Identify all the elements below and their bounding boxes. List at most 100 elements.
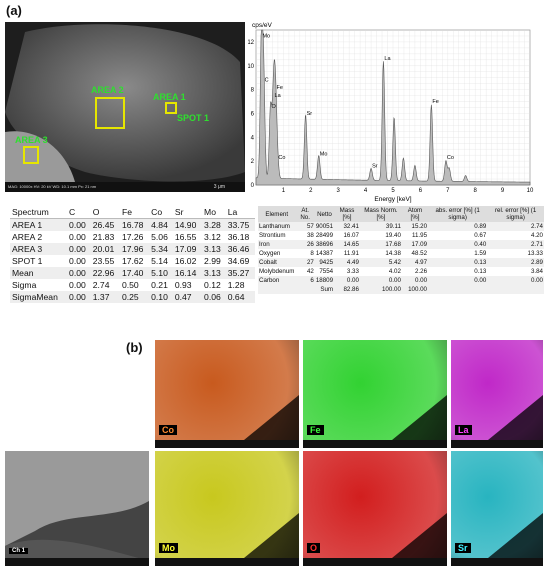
table-cell: 13.33 (527, 250, 543, 257)
table-row: Carbon 6 18809 0.00 0.00 0.00 0.00 0.00 (258, 276, 544, 285)
eds-map-o: O (303, 451, 447, 566)
table-cell: 2.99 (204, 256, 221, 266)
table-cell: 38 (306, 232, 314, 239)
table-cell: 0.47 (172, 291, 203, 303)
table-cell: 0.13 (474, 268, 487, 275)
table-row: AREA 3 0.00 20.01 17.96 5.34 17.09 3.13 36.46 (10, 243, 255, 255)
table-cell: Strontium (259, 232, 286, 239)
area-table-col-0: Spectrum (10, 206, 68, 219)
table-cell: Iron (258, 240, 296, 249)
table-cell: 39.11 (359, 222, 402, 231)
table-cell: SigmaMean (10, 291, 68, 303)
table-cell: 17.96 (119, 243, 150, 255)
table-cell: 32.41 (334, 222, 360, 231)
map-shadow (392, 513, 447, 558)
table-cell: 0.64 (225, 291, 255, 303)
table-cell: 14387 (315, 250, 334, 257)
table-cell: 5.34 (149, 243, 173, 255)
table-cell: 20.01 (90, 243, 120, 255)
quantification-table: Element At. No. Netto Mass [%] Mass Norm. [%… (258, 206, 544, 294)
table-cell: 17.26 (121, 232, 144, 242)
table-cell: 16.14 (172, 267, 203, 279)
table-cell: 11.91 (343, 250, 359, 257)
table-cell: 2.71 (487, 240, 544, 249)
table-cell: 0.67 (474, 232, 487, 239)
spectrum-ylabel: cps/eV (252, 22, 273, 29)
quant-table-col-5: Atom [%] (401, 206, 429, 222)
sum-mass: 82.86 (334, 285, 360, 294)
table-cell: 0.13 (428, 258, 488, 267)
table-cell: 0.00 (428, 276, 488, 285)
quant-table-header: Element At. No. Netto Mass [%] Mass Norm. [%… (258, 206, 544, 222)
table-cell: 57 (295, 222, 315, 231)
table-row: AREA 2 0.00 21.83 17.26 5.06 16.55 3.12 36.18 (10, 231, 255, 243)
peak-label: Sr (372, 164, 378, 170)
area-3-label: AREA 3 (15, 135, 48, 145)
table-cell: 5.06 (151, 232, 168, 242)
table-cell: 11.95 (411, 232, 428, 239)
area-table-col-5: Sr (172, 206, 203, 219)
table-cell: 16.78 (119, 218, 150, 231)
x-tick-label: 1 (282, 188, 286, 194)
area-3-box (23, 146, 39, 164)
table-cell: 14.38 (385, 250, 401, 257)
spectrum-xlabel: Energy [keV] (374, 196, 411, 203)
y-tick-label: 10 (248, 64, 255, 70)
element-tag: Sr (455, 543, 471, 553)
table-cell: 3.12 (204, 232, 221, 242)
sem-texture (5, 22, 245, 192)
table-cell: Mean (10, 267, 68, 279)
peak-label: Mo (320, 152, 328, 158)
table-cell: 19.40 (385, 232, 401, 239)
table-cell: 1.59 (474, 250, 487, 257)
element-tag: Mo (159, 543, 178, 553)
table-cell: 17.09 (172, 243, 203, 255)
table-cell: Oxygen (259, 250, 281, 257)
area-2-box (95, 97, 125, 129)
table-cell: 9425 (314, 258, 335, 267)
table-cell: 0.00 (69, 232, 86, 242)
x-tick-label: 7 (446, 188, 450, 194)
table-cell: 0.93 (174, 280, 192, 290)
peak-label: O (272, 104, 277, 110)
quant-table-col-4: Mass Norm. [%] (359, 206, 402, 222)
area-table-col-3: Fe (119, 206, 150, 219)
peak-label: Sr (307, 111, 313, 117)
x-tick-label: 10 (527, 188, 534, 194)
quant-table-col-0: Element (258, 206, 296, 222)
table-cell: 6 (295, 276, 315, 285)
table-cell: 23.55 (92, 256, 115, 266)
table-cell: 18809 (314, 276, 335, 285)
x-tick-label: 9 (501, 188, 505, 194)
table-row: Oxygen 8 14387 11.91 14.38 48.52 1.59 13.33 (258, 249, 544, 258)
peak-label: Co (278, 155, 285, 161)
table-cell: SPOT 1 (12, 256, 43, 266)
table-cell: 26 (295, 240, 315, 249)
element-tag: La (455, 425, 472, 435)
area-table-col-2: O (90, 206, 120, 219)
table-cell: 0.00 (69, 256, 86, 266)
table-cell: 4.97 (401, 258, 429, 267)
table-cell: 90051 (314, 222, 335, 231)
table-row: Mean 0.00 22.96 17.40 5.10 16.14 3.13 35.27 (10, 267, 255, 279)
map-databar (155, 558, 299, 566)
table-row: Molybdenum 42 7554 3.33 4.02 2.26 0.13 3.84 (258, 267, 544, 276)
map-databar (451, 440, 543, 448)
peak-label: Fe (276, 85, 282, 91)
peak-label: Fe (432, 99, 438, 105)
table-cell: 22.96 (90, 267, 120, 279)
table-cell: AREA 3 (10, 243, 68, 255)
sem-scale-label: 3 μm (213, 184, 225, 190)
table-cell: 0.00 (401, 276, 429, 285)
sem-micrograph: AREA 2 AREA 1 SPOT 1 AREA 3 MAG: 10000x … (5, 22, 245, 192)
table-cell: 16.55 (174, 232, 197, 242)
eds-map-co: Co (155, 340, 299, 448)
table-cell: Molybdenum (259, 268, 295, 275)
area-table-col-4: Co (149, 206, 173, 219)
table-cell: 38696 (314, 240, 335, 249)
table-cell: 21.83 (92, 232, 115, 242)
area-table-header: Spectrum C O Fe Co Sr Mo La (10, 206, 255, 219)
map-shadow (488, 513, 543, 558)
